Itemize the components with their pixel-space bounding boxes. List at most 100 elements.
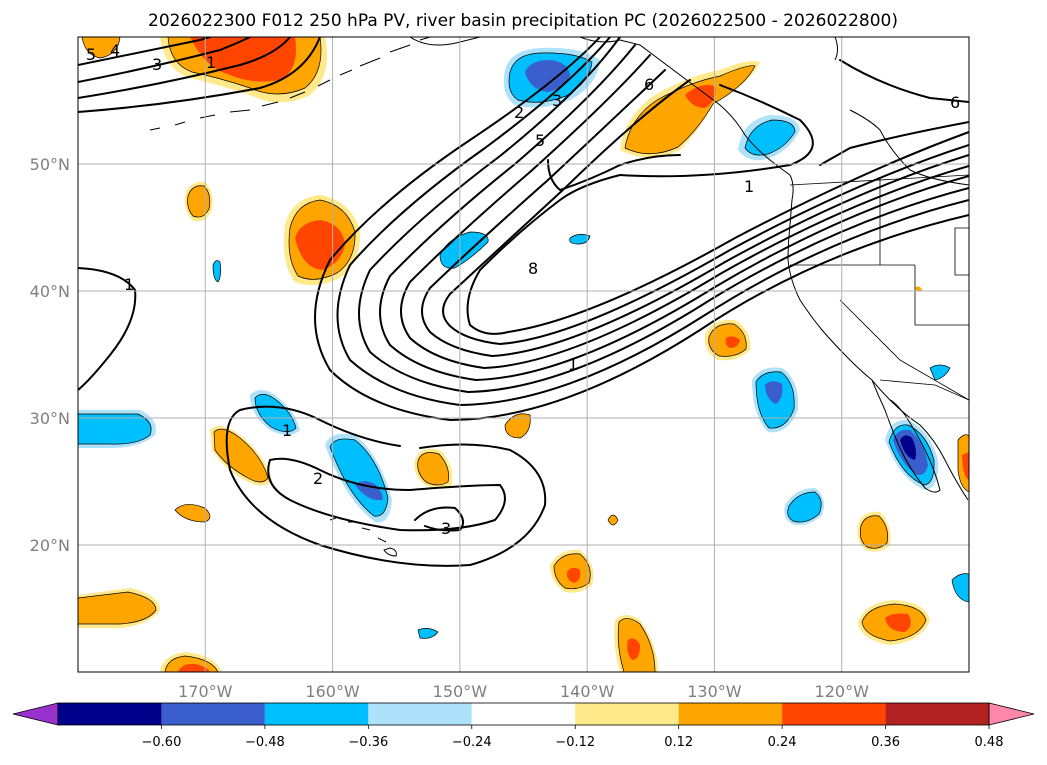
precip-blob xyxy=(78,591,157,625)
precip-blob xyxy=(566,567,581,583)
colorbar-bin xyxy=(885,703,989,725)
colorbar-tick-label: −0.12 xyxy=(555,735,595,750)
colorbar-bin xyxy=(368,703,472,725)
lon-label: 170°W xyxy=(178,682,233,701)
precip-blob xyxy=(885,613,911,632)
precip-blob xyxy=(900,435,916,460)
precip-blob xyxy=(212,260,222,283)
aleutian-islands xyxy=(149,37,431,131)
precip-blob xyxy=(190,37,296,82)
lon-label: 150°W xyxy=(433,682,488,701)
pv-contour xyxy=(839,59,969,103)
colorbar-extend-high xyxy=(988,702,1035,726)
precip-blob xyxy=(417,628,439,639)
colorbar-tick-label: 0.24 xyxy=(768,735,797,750)
map-title: 2026022300 F012 250 hPa PV, river basin … xyxy=(148,11,898,31)
precip-blob xyxy=(254,393,297,433)
lat-label: 50°N xyxy=(30,155,70,174)
precip-blob xyxy=(417,452,449,486)
pv-contour xyxy=(547,154,681,191)
precip-blob xyxy=(951,573,969,603)
pv-contour xyxy=(414,506,465,532)
pv-contour xyxy=(78,37,211,66)
precip-blob xyxy=(187,185,211,218)
map-panel: 5 4 3 1 2 3 5 6 1 8 1 1 2 3 1 6 xyxy=(77,36,970,673)
pv-contour-label: 3 xyxy=(441,519,451,538)
us-mexico-border xyxy=(879,379,969,401)
colorbar: −0.60 −0.48 −0.36 −0.24 −0.12 0.12 0.24 0.36 0.4… xyxy=(12,702,1035,750)
colorbar-extend-low xyxy=(12,702,59,726)
colorbar-bins xyxy=(12,702,1035,726)
pv-contour-label: 3 xyxy=(552,91,562,110)
colorbar-tick-label: 0.12 xyxy=(664,735,693,750)
pv-contour-label: 1 xyxy=(124,275,134,294)
pv-contour xyxy=(78,37,251,83)
canada-coast xyxy=(834,37,969,186)
state-borders xyxy=(790,178,969,401)
pv-contour xyxy=(267,457,506,532)
pv-contour-label: 3 xyxy=(152,55,162,74)
precip-blob xyxy=(915,286,922,292)
colorbar-tick-label: 0.48 xyxy=(975,735,1004,750)
coastlines xyxy=(149,37,969,557)
colorbar-bin xyxy=(161,703,265,725)
colorbar-tick-label: −0.60 xyxy=(142,735,182,750)
precip-blob xyxy=(962,452,969,480)
pv-contour-label: 5 xyxy=(535,131,545,150)
lat-label: 20°N xyxy=(30,536,70,555)
pv-contour xyxy=(466,84,969,335)
colorbar-bin xyxy=(575,703,679,725)
precip-blob xyxy=(607,514,619,526)
pv-contour xyxy=(314,37,969,421)
precip-blob xyxy=(929,364,951,381)
precip-blob xyxy=(78,413,152,445)
precip-blob xyxy=(525,60,570,92)
pv-contour-label: 5 xyxy=(86,45,96,64)
colorbar-bin xyxy=(471,703,576,725)
pv-contour-label: 2 xyxy=(313,469,323,488)
pv-contour xyxy=(421,69,969,357)
longitude-labels: 170°W 160°W 150°W 140°W 130°W 120°W xyxy=(178,682,869,701)
precip-blob xyxy=(178,663,210,672)
precip-blob xyxy=(765,381,783,404)
colorbar-tick-label: 0.36 xyxy=(871,735,900,750)
pv-contour xyxy=(358,37,969,393)
precip-blob xyxy=(624,65,756,155)
colorbar-bin xyxy=(678,703,783,725)
pv-contour-label: 1 xyxy=(206,53,216,72)
pv-contour-label: 4 xyxy=(110,41,120,60)
pv-contour xyxy=(225,409,547,567)
lat-label: 40°N xyxy=(30,282,70,301)
pv-contour xyxy=(239,405,401,447)
latitude-labels: 50°N 40°N 30°N 20°N xyxy=(30,155,70,555)
precip-blob xyxy=(787,491,822,523)
colorbar-tick-label: −0.48 xyxy=(245,735,285,750)
lon-label: 140°W xyxy=(560,682,615,701)
precip-blob xyxy=(744,119,796,156)
lon-label: 160°W xyxy=(305,682,360,701)
precip-blob xyxy=(504,413,531,439)
map-background xyxy=(78,37,969,672)
precip-shading xyxy=(78,37,969,672)
colorbar-bin xyxy=(58,703,162,725)
lat-label: 30°N xyxy=(30,409,70,428)
colorbar-frame xyxy=(57,702,990,726)
precip-blob xyxy=(81,37,121,59)
precip-blob xyxy=(685,85,716,108)
precip-blob xyxy=(355,481,383,501)
pv-contour-label: 1 xyxy=(744,177,754,196)
precip-blob xyxy=(627,638,640,660)
pv-contour-label: 1 xyxy=(282,421,292,440)
colorbar-tick-label: −0.36 xyxy=(348,735,388,750)
pv-contour xyxy=(78,267,137,391)
colorbar-ticks: −0.60 −0.48 −0.36 −0.24 −0.12 0.12 0.24 0.36 0.4… xyxy=(142,725,1004,750)
map-frame xyxy=(77,36,970,673)
precip-blob xyxy=(725,336,740,348)
us-canada-border xyxy=(789,174,969,186)
gridlines xyxy=(78,37,969,672)
colorbar-bin xyxy=(264,703,369,725)
pv-contour xyxy=(819,121,969,166)
pv-contour xyxy=(78,37,321,113)
pv-contour xyxy=(400,54,969,369)
